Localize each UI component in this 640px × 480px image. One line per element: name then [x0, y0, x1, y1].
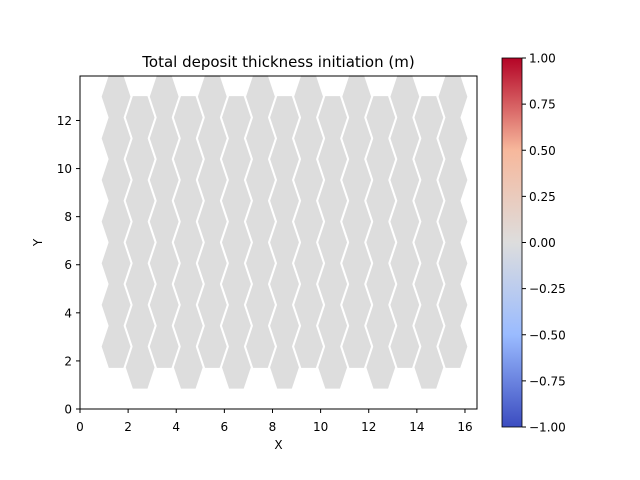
hex-cell	[173, 96, 203, 139]
colorbar	[501, 57, 523, 428]
colorbar-ticks: 1.00 0.75 0.50 0.25 0.00 −0.25 −0.50 −0.75 −1.00	[522, 52, 566, 435]
x-tick-label: 0	[76, 420, 84, 434]
y-tick-label: 2	[64, 354, 72, 368]
x-tick-label: 6	[221, 420, 229, 434]
y-tick-label: 12	[57, 114, 72, 128]
colorbar-tick-label: 0.75	[529, 98, 556, 112]
colorbar-tick-label: −0.25	[529, 282, 566, 296]
x-axis-ticks: 0 2 4 6 8 10 12 14 16	[76, 409, 473, 434]
colorbar-tick-label: 0.00	[529, 236, 556, 250]
x-tick-label: 8	[269, 420, 277, 434]
hex-cell	[318, 96, 348, 139]
x-tick-label: 12	[361, 420, 376, 434]
hex-cell	[221, 96, 251, 139]
axes-frame	[79, 75, 478, 410]
chart-title: Total deposit thickness initiation (m)	[141, 53, 414, 71]
hex-cell	[125, 96, 155, 139]
x-tick-label: 14	[409, 420, 424, 434]
colorbar-tick-label: −1.00	[529, 421, 566, 435]
colorbar-tick-label: 0.25	[529, 190, 556, 204]
colorbar-tick-label: −0.75	[529, 374, 566, 388]
hex-cell	[366, 96, 396, 139]
x-tick-label: 4	[172, 420, 180, 434]
hex-cells	[101, 75, 468, 389]
y-tick-label: 4	[64, 306, 72, 320]
y-axis-label: Y	[31, 238, 45, 247]
y-tick-label: 6	[64, 258, 72, 272]
hex-cell	[414, 96, 444, 139]
colorbar-tick-label: 0.50	[529, 144, 556, 158]
x-tick-label: 10	[313, 420, 328, 434]
x-tick-label: 2	[124, 420, 132, 434]
x-axis-label: X	[274, 438, 282, 452]
y-tick-label: 0	[64, 403, 72, 417]
x-tick-label: 16	[457, 420, 472, 434]
y-axis-ticks: 0 2 4 6 8 10 12	[57, 114, 80, 417]
colorbar-tick-label: 1.00	[529, 52, 556, 66]
hex-cell	[270, 96, 299, 139]
y-tick-label: 10	[57, 162, 72, 176]
y-tick-label: 8	[64, 210, 72, 224]
colorbar-tick-label: −0.50	[529, 328, 566, 342]
